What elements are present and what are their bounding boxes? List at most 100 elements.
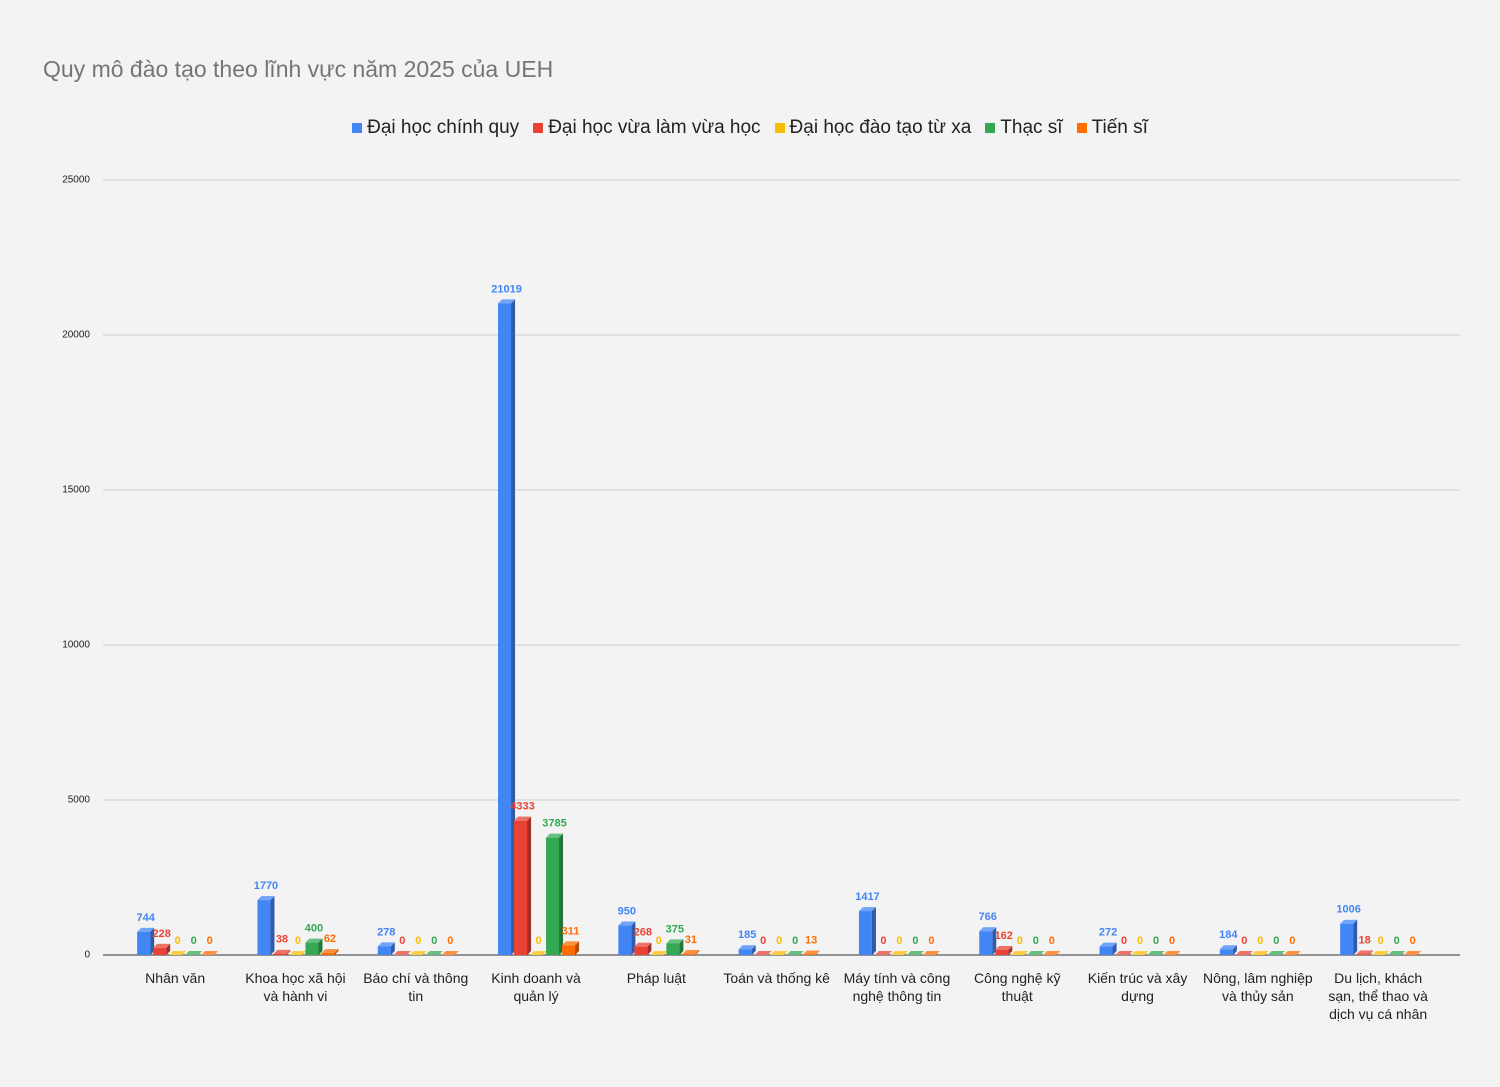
bar-top-shade [1283,951,1301,955]
bar-top [979,927,997,932]
bar-side [1008,945,1013,955]
y-tick-label: 15000 [62,485,90,496]
data-label: 38 [276,934,288,946]
bar-side [647,942,652,955]
bar [257,900,271,955]
bar-top [1251,951,1269,955]
bar-top [498,299,516,304]
data-label: 31 [685,934,697,946]
bar-side-shade [575,941,580,955]
data-label: 268 [634,927,652,939]
x-tick-label: Báo chí và thông tin [363,970,469,1004]
bar-top [305,938,323,943]
bar-top-shade [1147,951,1165,955]
bar-top [1340,919,1358,924]
legend: Đại học chính quy Đại học vừa làm vừa học… [0,117,1500,139]
bar-top [1356,950,1374,955]
bar-top-shade [305,938,323,943]
bar-side [527,816,532,955]
legend-item: Đại học vừa làm vừa học [533,117,761,139]
bar-top [754,951,772,955]
data-label: 744 [136,912,155,924]
data-label: 766 [979,911,997,923]
x-tick-label: Khoa học xã hội và hành vi [245,970,346,1004]
bar-top-shade [377,942,395,947]
y-tick-label: 25000 [62,175,90,186]
bar-top [770,951,788,955]
bar-side [575,941,580,955]
bar-side [1232,945,1237,955]
bar [1219,949,1233,955]
bar-top-shade [1388,951,1406,955]
bar-top [289,951,307,955]
bar-top [1131,951,1149,955]
data-label: 950 [618,905,636,917]
bar [562,945,576,955]
bar-top [1283,951,1301,955]
data-label: 4333 [510,801,534,813]
bar-top-shade [1099,942,1117,947]
bar [377,946,391,955]
bar-top-shade [1027,951,1045,955]
bar-side-shade [334,949,339,955]
data-label: 400 [305,923,323,935]
bar [618,925,632,955]
bar-top-shade [1251,951,1269,955]
bar [153,947,167,955]
data-label: 0 [447,935,453,947]
bar-top-shade [498,299,516,304]
bar-top-shade [618,921,636,926]
bar-top [682,950,700,955]
bar [634,946,648,955]
legend-item: Thạc sĩ [985,117,1063,139]
bar [738,949,752,955]
bar-side-shade [815,950,820,955]
legend-item: Tiến sĩ [1076,117,1148,139]
bar-top [425,951,443,955]
bar-top [185,951,203,955]
bar [305,942,319,955]
data-label: 1006 [1336,904,1360,916]
data-label: 0 [1033,935,1039,947]
bar-top [666,939,684,944]
bar-top [441,951,459,955]
bar-top-shade [1372,951,1390,955]
bar-top [514,816,532,821]
bar-top [1115,951,1133,955]
bar-top [906,951,924,955]
bar-side [270,896,275,955]
bar-side-shade [871,907,876,955]
data-label: 0 [760,935,766,947]
bar-top [562,941,580,946]
bar-side [390,942,395,955]
bar-top [634,942,652,947]
data-label: 0 [415,935,421,947]
bar-side-shade [390,942,395,955]
bar [1340,923,1354,955]
bar-top [1163,951,1181,955]
data-label: 3785 [542,818,566,830]
bar-top-shade [1115,951,1133,955]
bar-top-shade [906,951,924,955]
bar-side [1369,950,1374,955]
bar-top [201,951,219,955]
x-tick-label: Du lịch, khách sạn, thể thao và dịch vụ … [1328,970,1428,1022]
legend-label: Đại học đào tạo từ xa [789,117,972,138]
data-label: 0 [399,935,405,947]
data-label: 0 [1049,935,1055,947]
bar-top-shade [786,951,804,955]
data-label: 0 [207,935,213,947]
bar-side-shade [1232,945,1237,955]
legend-swatch [774,123,785,133]
bar-side [1353,919,1358,955]
bar-side-shade [751,945,756,955]
x-tick-label: Kiến trúc và xây dựng [1087,970,1188,1004]
bar-top-shade [634,942,652,947]
bar-top [153,943,171,948]
bar-top-shade [1340,919,1358,924]
data-label: 0 [928,935,934,947]
bar-top [1388,951,1406,955]
bar-top-shade [770,951,788,955]
data-label: 228 [152,928,170,940]
